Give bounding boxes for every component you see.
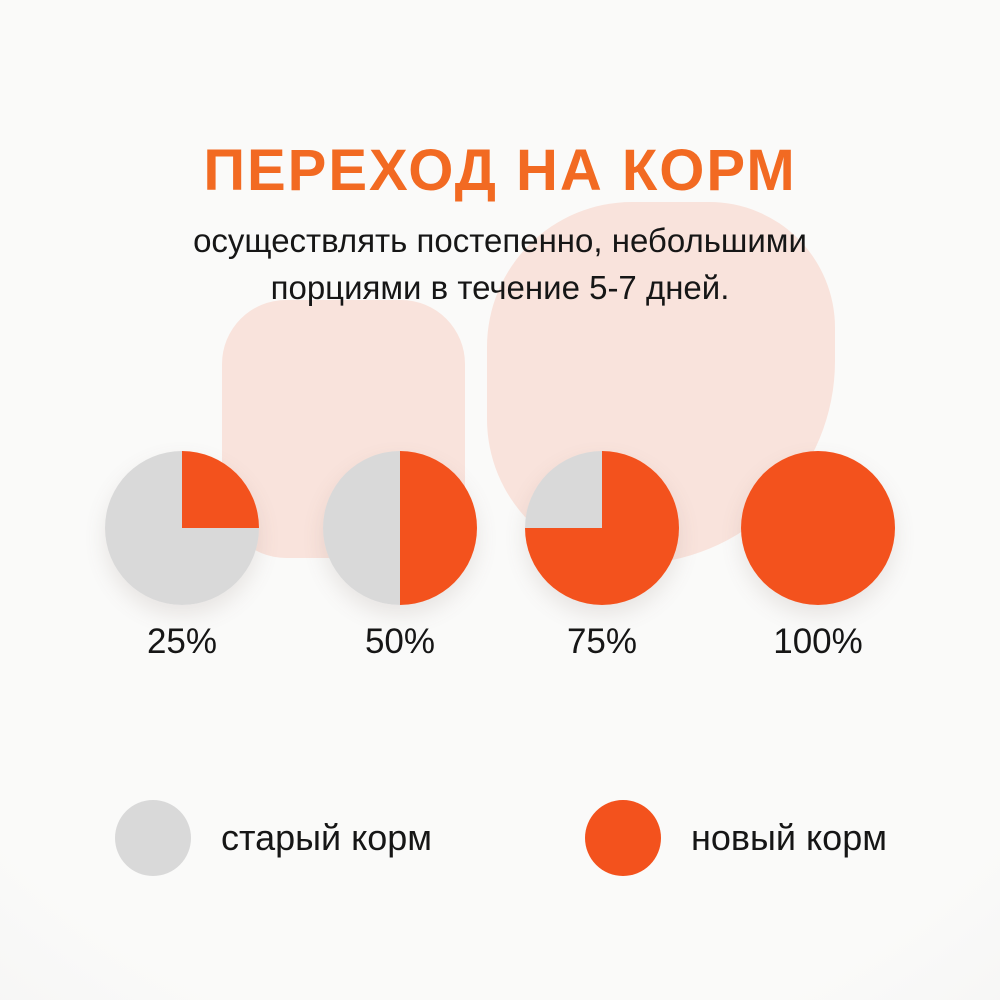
page-subtitle: осуществлять постепенно, небольшими порц… bbox=[0, 218, 1000, 312]
subtitle-line-1: осуществлять постепенно, небольшими bbox=[193, 222, 807, 259]
legend-item-old-food: старый корм bbox=[115, 800, 432, 876]
pie-percent-label: 25% bbox=[146, 622, 218, 661]
legend-label-new-food: новый корм bbox=[691, 817, 887, 858]
subtitle-line-2: порциями в течение 5-7 дней. bbox=[270, 268, 730, 306]
legend-swatch-old-food bbox=[115, 800, 191, 876]
page-title: ПЕРЕХОД НА КОРМ bbox=[203, 137, 797, 203]
legend-item-new-food: новый корм bbox=[585, 800, 887, 876]
pie-percent-label: 50% bbox=[364, 622, 436, 661]
legend-label-old-food: старый корм bbox=[221, 817, 433, 858]
pie-percent-label: 100% bbox=[773, 622, 863, 661]
pie-chart-25 bbox=[105, 451, 259, 605]
pie-percent-label: 75% bbox=[566, 622, 638, 661]
pie-chart-50 bbox=[323, 451, 477, 605]
legend-swatch-new-food bbox=[585, 800, 661, 876]
pie-chart-75 bbox=[525, 451, 679, 605]
pie-chart-100 bbox=[741, 451, 895, 605]
